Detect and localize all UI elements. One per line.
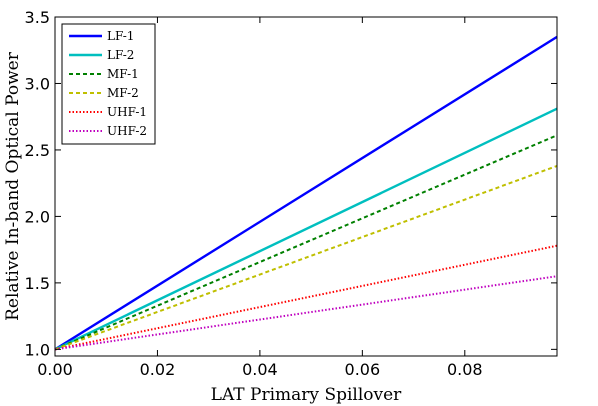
series-line-lf-2 bbox=[54, 107, 558, 351]
y-tick-label: 1.5 bbox=[25, 274, 50, 293]
y-tick-label: 2.5 bbox=[25, 141, 50, 160]
series-line-uhf-1 bbox=[54, 244, 558, 351]
x-tick-label: 0.06 bbox=[345, 360, 381, 379]
series-line-mf-1 bbox=[54, 134, 558, 351]
series-line-uhf-2 bbox=[54, 275, 558, 351]
plot-frame bbox=[54, 16, 558, 357]
series-layer bbox=[54, 35, 558, 351]
legend-label: LF-2 bbox=[107, 48, 134, 62]
y-tick-label: 2.0 bbox=[25, 207, 50, 226]
ticks-layer: 0.00 0.02 0.04 0.06 0.08 1.0 1.5 2.0 2.5 3.0 3.5 bbox=[25, 8, 557, 379]
x-tick-label: 0.02 bbox=[140, 360, 176, 379]
legend-label: UHF-1 bbox=[107, 105, 147, 119]
x-tick-label: 0.00 bbox=[37, 360, 73, 379]
legend-box bbox=[61, 23, 156, 145]
x-tick-label: 0.04 bbox=[242, 360, 278, 379]
legend-label: LF-1 bbox=[107, 29, 134, 43]
legend-label: MF-2 bbox=[107, 86, 139, 100]
legend-label: UHF-2 bbox=[107, 124, 147, 138]
y-tick-label: 3.0 bbox=[25, 74, 50, 93]
series-line-mf-2 bbox=[54, 164, 558, 351]
x-axis-label: LAT Primary Spillover bbox=[211, 385, 403, 405]
x-tick-label: 0.08 bbox=[447, 360, 483, 379]
series-line-lf-1 bbox=[54, 35, 558, 351]
legend-label: MF-1 bbox=[107, 67, 139, 81]
y-axis-label: Relative In-band Optical Power bbox=[3, 51, 23, 321]
y-tick-label: 1.0 bbox=[25, 340, 50, 359]
legend: LF-1 LF-2 MF-1 MF-2 UHF-1 UHF-2 bbox=[61, 23, 156, 145]
y-tick-label: 3.5 bbox=[25, 8, 50, 27]
